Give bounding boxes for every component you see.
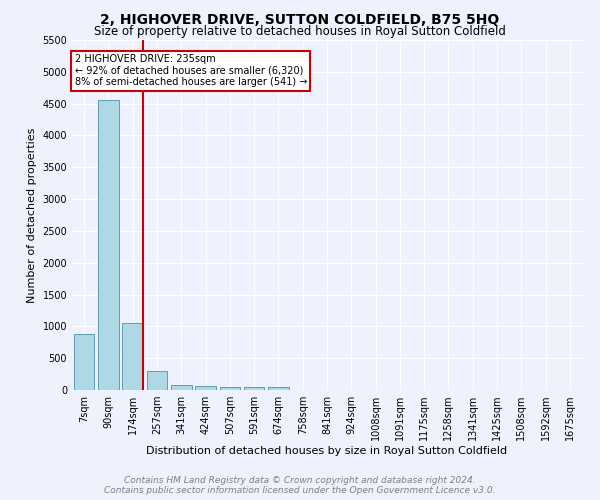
Bar <box>244 388 265 390</box>
Text: Contains HM Land Registry data © Crown copyright and database right 2024.
Contai: Contains HM Land Registry data © Crown c… <box>104 476 496 495</box>
Bar <box>220 386 240 390</box>
Bar <box>122 322 143 390</box>
Bar <box>268 388 289 390</box>
Bar <box>171 385 191 390</box>
Text: 2, HIGHOVER DRIVE, SUTTON COLDFIELD, B75 5HQ: 2, HIGHOVER DRIVE, SUTTON COLDFIELD, B75… <box>100 12 500 26</box>
Y-axis label: Number of detached properties: Number of detached properties <box>27 128 37 302</box>
Bar <box>98 100 119 390</box>
Bar <box>146 371 167 390</box>
X-axis label: Distribution of detached houses by size in Royal Sutton Coldfield: Distribution of detached houses by size … <box>146 446 508 456</box>
Bar <box>195 386 216 390</box>
Text: 2 HIGHOVER DRIVE: 235sqm
← 92% of detached houses are smaller (6,320)
8% of semi: 2 HIGHOVER DRIVE: 235sqm ← 92% of detach… <box>74 54 307 87</box>
Bar <box>74 334 94 390</box>
Text: Size of property relative to detached houses in Royal Sutton Coldfield: Size of property relative to detached ho… <box>94 25 506 38</box>
